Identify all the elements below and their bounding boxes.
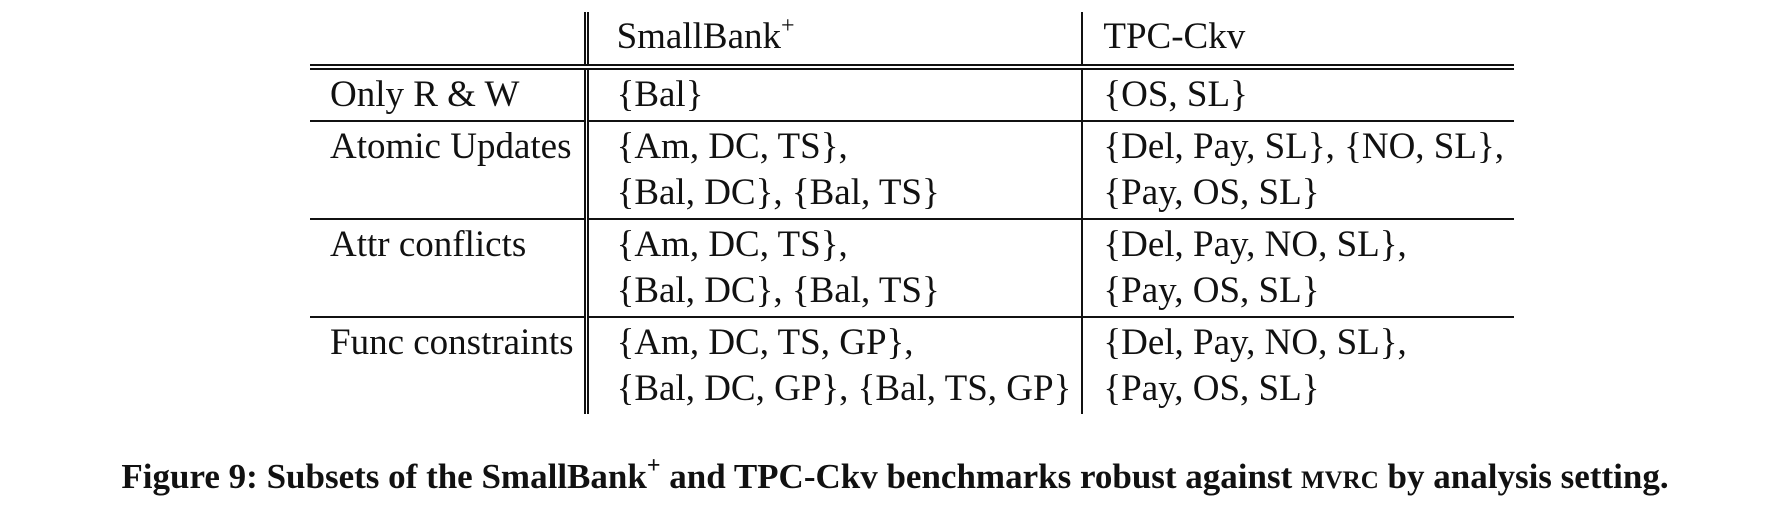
tpc-subset-line: {Del, Pay, NO, SL}, [1103,322,1407,363]
caption-part1: Figure 9: Subsets of the SmallBank [121,457,647,496]
tpc-subset-line: {Del, Pay, SL}, {NO, SL}, [1103,126,1504,167]
row-tpc-cell: {OS, SL} [1081,67,1514,121]
caption-mvrc: mvrc [1301,457,1379,496]
caption-sup: + [646,453,661,480]
smallbank-subset-line: {Bal} [616,74,704,115]
row-setting: Attr conflicts [330,224,527,265]
table-row: Attr conflicts {Am, DC, TS}, {Bal, DC}, … [310,219,1514,317]
subsets-table-container: SmallBank+ TPC-Ckv Only R & W {Bal} {OS,… [310,12,1514,414]
caption-part3: by analysis setting. [1378,457,1669,496]
caption-part2: and TPC-Ckv benchmarks robust against [660,457,1302,496]
row-setting: Only R & W [330,74,520,115]
smallbank-subset-line: {Am, DC, TS}, [616,224,848,265]
smallbank-subset-line: {Am, DC, TS}, [616,126,848,167]
row-smallbank-cell: {Bal} [583,67,1083,121]
header-row: SmallBank+ TPC-Ckv [310,12,1514,67]
subsets-table: SmallBank+ TPC-Ckv Only R & W {Bal} {OS,… [310,12,1514,414]
table-body: Only R & W {Bal} {OS, SL} Atomic Updates… [310,67,1514,414]
table-row: Atomic Updates {Am, DC, TS}, {Bal, DC}, … [310,121,1514,219]
header-tpc: TPC-Ckv [1081,12,1514,67]
header-smallbank-label: SmallBank [616,16,782,57]
header-smallbank: SmallBank+ [583,12,1083,67]
row-smallbank-cell: {Am, DC, TS}, {Bal, DC}, {Bal, TS} [583,121,1083,219]
row-tpc-cell: {Del, Pay, SL}, {NO, SL}, {Pay, OS, SL} [1081,121,1514,219]
tpc-subset-line: {OS, SL} [1103,74,1248,115]
row-setting: Atomic Updates [330,126,572,167]
header-setting [310,12,586,67]
row-tpc-cell: {Del, Pay, NO, SL}, {Pay, OS, SL} [1081,317,1514,414]
row-smallbank-cell: {Am, DC, TS, GP}, {Bal, DC, GP}, {Bal, T… [583,317,1083,414]
smallbank-subset-line: {Bal, DC}, {Bal, TS} [616,172,940,213]
header-smallbank-sup: + [781,12,795,39]
tpc-subset-line: {Pay, OS, SL} [1103,172,1320,213]
tpc-subset-line: {Pay, OS, SL} [1103,270,1320,311]
table-header: SmallBank+ TPC-Ckv [310,12,1514,67]
smallbank-subset-line: {Am, DC, TS, GP}, [616,322,914,363]
tpc-subset-line: {Pay, OS, SL} [1103,368,1320,409]
smallbank-subset-line: {Bal, DC}, {Bal, TS} [616,270,940,311]
row-setting: Func constraints [330,322,574,363]
row-tpc-cell: {Del, Pay, NO, SL}, {Pay, OS, SL} [1081,219,1514,317]
row-smallbank-cell: {Am, DC, TS}, {Bal, DC}, {Bal, TS} [583,219,1083,317]
figure-caption: Figure 9: Subsets of the SmallBank+ and … [0,453,1790,499]
smallbank-subset-line: {Bal, DC, GP}, {Bal, TS, GP} [616,368,1072,409]
tpc-subset-line: {Del, Pay, NO, SL}, [1103,224,1407,265]
table-row: Func constraints {Am, DC, TS, GP}, {Bal,… [310,317,1514,414]
table-row: Only R & W {Bal} {OS, SL} [310,67,1514,121]
